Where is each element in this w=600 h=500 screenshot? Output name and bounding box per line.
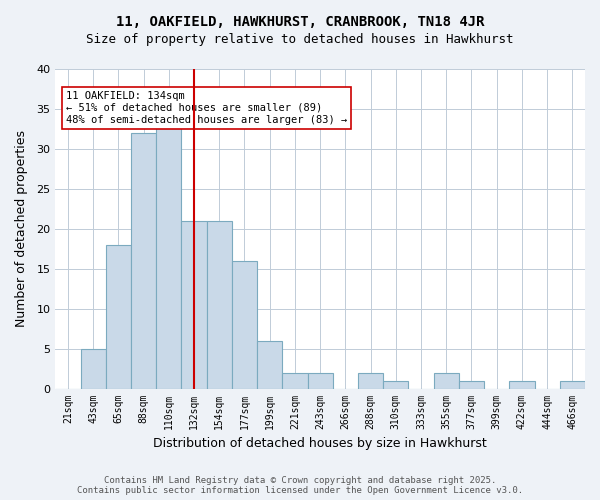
Bar [257, 340, 283, 388]
Bar [560, 380, 585, 388]
Bar [80, 348, 106, 389]
Bar [283, 372, 308, 388]
Bar [206, 221, 232, 388]
Bar [358, 372, 383, 388]
Text: Contains HM Land Registry data © Crown copyright and database right 2025.
Contai: Contains HM Land Registry data © Crown c… [77, 476, 523, 495]
Bar [308, 372, 333, 388]
Bar [156, 125, 181, 388]
Y-axis label: Number of detached properties: Number of detached properties [15, 130, 28, 328]
Text: 11 OAKFIELD: 134sqm
← 51% of detached houses are smaller (89)
48% of semi-detach: 11 OAKFIELD: 134sqm ← 51% of detached ho… [66, 92, 347, 124]
X-axis label: Distribution of detached houses by size in Hawkhurst: Distribution of detached houses by size … [153, 437, 487, 450]
Bar [181, 221, 206, 388]
Bar [383, 380, 409, 388]
Bar [232, 260, 257, 388]
Bar [459, 380, 484, 388]
Text: 11, OAKFIELD, HAWKHURST, CRANBROOK, TN18 4JR: 11, OAKFIELD, HAWKHURST, CRANBROOK, TN18… [116, 15, 484, 29]
Bar [106, 245, 131, 388]
Bar [434, 372, 459, 388]
Text: Size of property relative to detached houses in Hawkhurst: Size of property relative to detached ho… [86, 32, 514, 46]
Bar [509, 380, 535, 388]
Bar [131, 133, 156, 388]
